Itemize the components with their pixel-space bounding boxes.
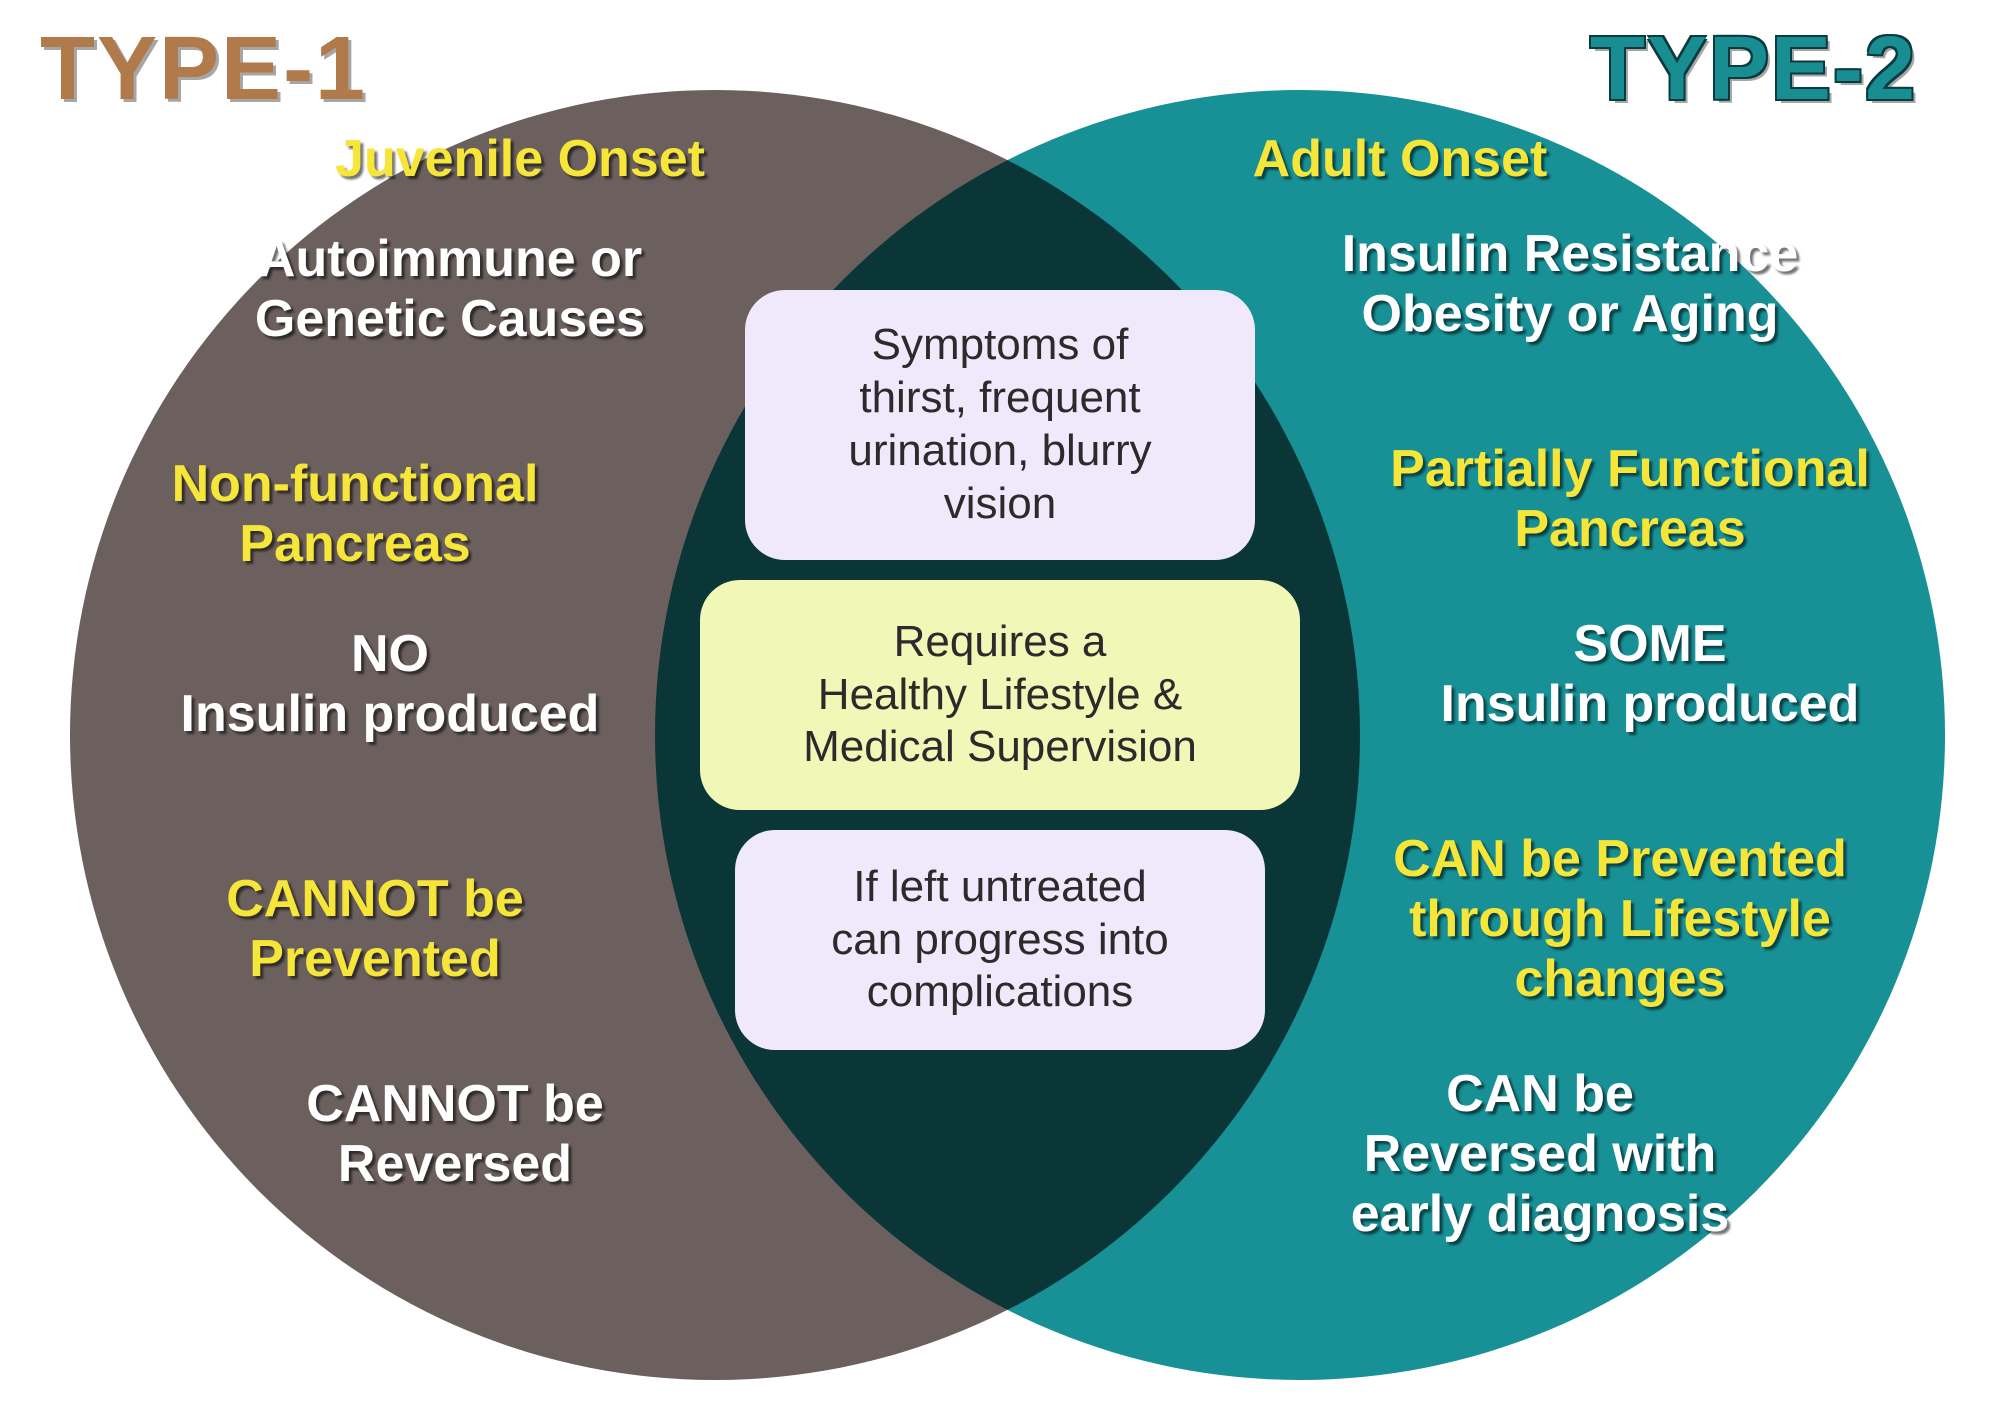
title-type-1: TYPE-1 [40, 18, 367, 121]
type-2-item: Partially FunctionalPancreas [1310, 440, 1950, 560]
type-2-item: CAN be Preventedthrough Lifestylechanges [1300, 830, 1940, 1009]
type-2-item: Adult Onset [1140, 130, 1660, 190]
type-1-item: Non-functionalPancreas [95, 455, 615, 575]
type-2-item: CAN beReversed withearly diagnosis [1260, 1065, 1820, 1244]
overlap-bubble: Symptoms ofthirst, frequenturination, bl… [745, 290, 1255, 560]
type-1-item: Autoimmune orGenetic Causes [170, 230, 730, 350]
type-1-item: NOInsulin produced [130, 625, 650, 745]
venn-diagram: TYPE-1 TYPE-2 Juvenile Onset Autoimmune o… [0, 0, 2000, 1414]
overlap-bubble: If left untreatedcan progress intocompli… [735, 830, 1265, 1050]
title-type-2: TYPE-2 [1590, 18, 1917, 121]
type-1-item: CANNOT beReversed [205, 1075, 705, 1195]
type-1-item: CANNOT bePrevented [125, 870, 625, 990]
type-2-item: SOMEInsulin produced [1370, 615, 1930, 735]
type-2-item: Insulin ResistanceObesity or Aging [1250, 225, 1890, 345]
type-1-item: Juvenile Onset [250, 130, 790, 190]
overlap-bubble: Requires aHealthy Lifestyle &Medical Sup… [700, 580, 1300, 810]
